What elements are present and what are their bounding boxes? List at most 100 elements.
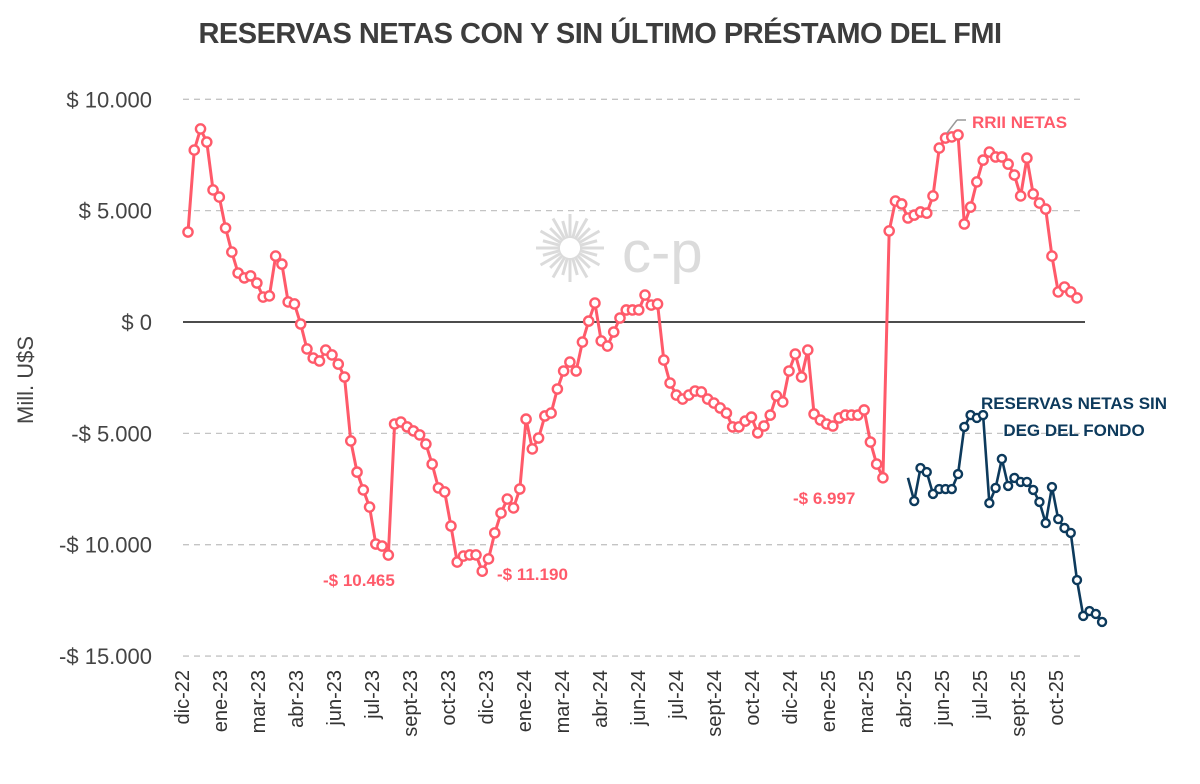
data-point bbox=[244, 270, 257, 282]
data-point bbox=[507, 502, 520, 514]
data-point bbox=[977, 154, 989, 166]
data-point bbox=[1046, 481, 1058, 493]
data-point bbox=[445, 520, 457, 532]
data-point bbox=[326, 349, 338, 361]
data-point bbox=[783, 365, 795, 377]
series-sin-deg bbox=[906, 409, 1108, 628]
annotation-min-2023: -$ 10.465 bbox=[323, 571, 395, 590]
data-point bbox=[977, 409, 989, 421]
data-point bbox=[514, 483, 526, 495]
x-tick-label: ene-25 bbox=[818, 670, 840, 732]
leader-line bbox=[946, 119, 958, 134]
sun-ray bbox=[561, 220, 569, 239]
x-tick-label: abr-23 bbox=[286, 670, 308, 728]
data-point bbox=[263, 290, 276, 302]
y-tick-label: -$ 5.000 bbox=[71, 421, 152, 446]
sun-ray bbox=[549, 227, 564, 242]
data-point bbox=[564, 356, 576, 368]
data-point bbox=[188, 144, 201, 156]
data-point bbox=[482, 553, 495, 565]
label-rrii-netas: RRII NETAS bbox=[972, 113, 1067, 132]
y-tick-label: $ 10.000 bbox=[66, 87, 152, 112]
x-tick-label: mar-25 bbox=[856, 670, 878, 733]
data-point bbox=[351, 466, 363, 478]
data-point bbox=[182, 226, 194, 238]
data-point bbox=[933, 142, 946, 154]
data-point bbox=[226, 246, 238, 258]
x-tick-label: mar-23 bbox=[248, 670, 270, 733]
data-point bbox=[789, 348, 802, 360]
x-tick-label: sept-24 bbox=[704, 670, 726, 737]
data-point bbox=[589, 297, 601, 309]
data-point bbox=[658, 354, 670, 366]
data-point bbox=[883, 225, 895, 237]
data-point bbox=[1027, 188, 1039, 200]
data-point bbox=[1014, 190, 1027, 202]
data-point bbox=[920, 207, 933, 219]
data-point bbox=[551, 383, 564, 395]
data-point bbox=[213, 191, 226, 203]
data-point bbox=[745, 411, 758, 423]
sun-ray bbox=[551, 217, 567, 241]
data-point bbox=[557, 365, 570, 377]
data-point bbox=[984, 497, 995, 509]
data-point bbox=[758, 420, 770, 432]
x-tick-label: jun-23 bbox=[324, 670, 346, 727]
data-point bbox=[927, 190, 939, 202]
x-tick-label: abr-25 bbox=[894, 670, 916, 728]
sun-ray bbox=[551, 255, 567, 279]
sun-ray bbox=[576, 227, 591, 242]
data-point bbox=[870, 458, 883, 470]
data-point bbox=[413, 429, 426, 441]
data-point bbox=[313, 355, 326, 367]
y-tick-label: $ 0 bbox=[121, 310, 152, 335]
cp-logo-watermark: c-p bbox=[536, 214, 703, 285]
data-point bbox=[1002, 158, 1014, 170]
data-point bbox=[582, 315, 595, 327]
label-sin-deg-line2: DEG DEL FONDO bbox=[1003, 421, 1144, 440]
data-point bbox=[1096, 616, 1108, 628]
data-point bbox=[294, 318, 307, 330]
sun-ray bbox=[576, 254, 591, 269]
data-point bbox=[801, 344, 814, 356]
annotation-min-dic23: -$ 11.190 bbox=[497, 565, 568, 584]
x-tick-label: ene-24 bbox=[514, 670, 536, 732]
data-point bbox=[971, 176, 983, 188]
annotation-pre-loan: -$ 6.997 bbox=[793, 489, 855, 508]
data-point bbox=[576, 336, 589, 348]
data-point bbox=[996, 151, 1008, 163]
data-point bbox=[720, 407, 733, 419]
data-point bbox=[764, 409, 777, 421]
sun-ray bbox=[577, 251, 601, 267]
data-point bbox=[990, 482, 1001, 494]
data-point bbox=[909, 495, 920, 507]
x-tick-label: oct-24 bbox=[742, 670, 764, 726]
data-point bbox=[470, 549, 482, 561]
data-point bbox=[420, 438, 432, 450]
y-tick-label: -$ 15.000 bbox=[59, 644, 152, 669]
data-point bbox=[276, 258, 288, 270]
data-point bbox=[776, 396, 789, 408]
data-point bbox=[664, 377, 676, 389]
data-point bbox=[476, 565, 489, 578]
data-point bbox=[526, 443, 539, 455]
data-point bbox=[545, 407, 557, 419]
sun-ray bbox=[542, 249, 561, 257]
data-point bbox=[488, 527, 501, 539]
data-point bbox=[200, 136, 213, 148]
sun-ray bbox=[579, 239, 598, 247]
data-point bbox=[1065, 527, 1076, 539]
sun-ray bbox=[573, 255, 589, 279]
data-point bbox=[614, 312, 626, 324]
label-sin-deg-line1: RESERVAS NETAS SIN bbox=[981, 394, 1167, 413]
data-point bbox=[601, 340, 614, 352]
data-point bbox=[751, 427, 764, 439]
data-point bbox=[607, 326, 620, 338]
data-point bbox=[946, 483, 957, 495]
y-axis-label: Mill. U$S bbox=[13, 336, 38, 424]
data-point bbox=[426, 458, 438, 470]
data-point bbox=[1021, 476, 1033, 488]
data-point bbox=[877, 472, 889, 484]
data-point bbox=[632, 304, 645, 316]
